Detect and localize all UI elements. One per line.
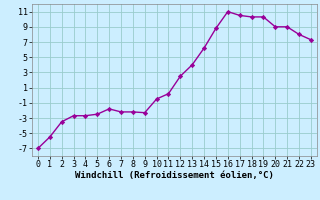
- X-axis label: Windchill (Refroidissement éolien,°C): Windchill (Refroidissement éolien,°C): [75, 171, 274, 180]
